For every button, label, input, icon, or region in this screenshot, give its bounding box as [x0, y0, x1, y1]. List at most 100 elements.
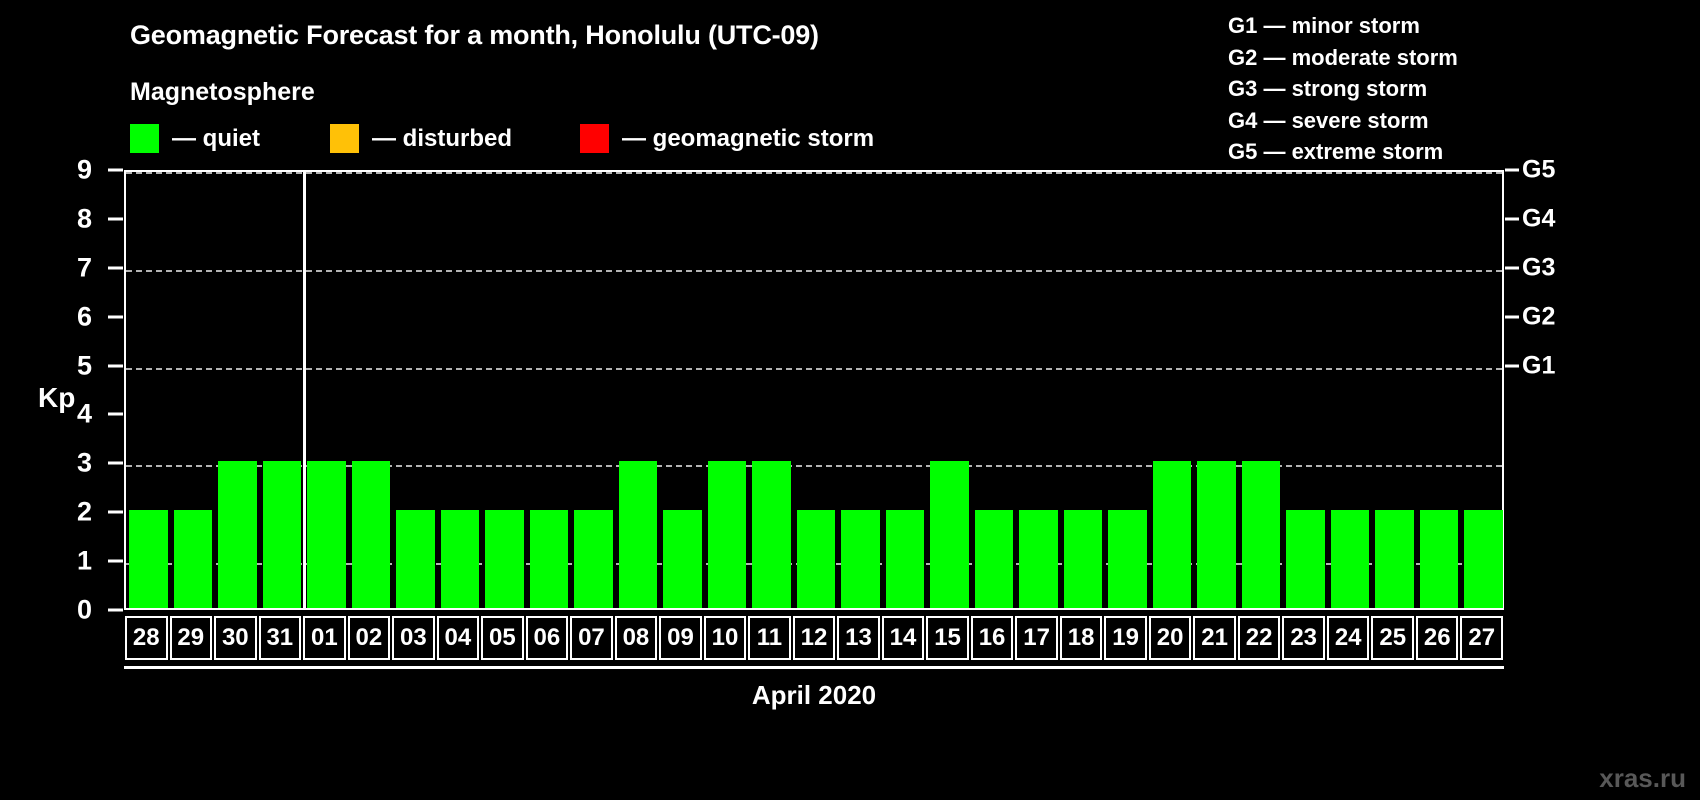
bar-26	[1419, 510, 1459, 608]
legend-item-1: — disturbed	[330, 124, 512, 153]
disturbed-swatch	[330, 124, 359, 153]
g-tick-label-g2: G2	[1522, 302, 1556, 331]
g-tick-mark-g2	[1505, 315, 1519, 319]
date-label-02: 02	[347, 616, 391, 660]
date-label-22: 22	[1237, 616, 1281, 660]
bar-28	[129, 510, 168, 608]
y-tick-label-4: 4	[76, 398, 92, 429]
storm-scale-legend: G1 — minor storm G2 — moderate storm G3 — …	[1228, 10, 1458, 168]
watermark: xras.ru	[1599, 763, 1686, 793]
gridline-kp-3	[126, 465, 1502, 468]
bar-29	[173, 510, 213, 608]
gridline-kp-5	[126, 367, 1502, 370]
bar-12	[796, 510, 836, 608]
bar-22	[1241, 461, 1281, 608]
y-tick-mark-7	[108, 266, 123, 270]
date-label-15: 15	[926, 616, 969, 660]
y-tick-mark-1	[108, 559, 123, 563]
bar-18	[1063, 510, 1103, 608]
g-tick-label-g4: G4	[1522, 204, 1556, 233]
date-label-19: 19	[1104, 616, 1147, 660]
bar-16	[974, 510, 1014, 608]
storm-scale-row-g1: G1 — minor storm	[1228, 13, 1420, 38]
bar-09	[663, 510, 702, 608]
quiet-swatch	[130, 124, 159, 153]
g-tick-mark-g5	[1505, 168, 1519, 172]
date-label-31: 31	[258, 616, 302, 660]
y-tick-label-1: 1	[76, 545, 92, 576]
date-label-12: 12	[792, 616, 836, 660]
bar-27	[1464, 510, 1503, 608]
g-tick-mark-g3	[1505, 266, 1519, 270]
y-tick-label-3: 3	[76, 447, 92, 478]
date-label-18: 18	[1059, 616, 1103, 660]
date-label-06: 06	[525, 616, 569, 660]
storm-scale-row-g2: G2 — moderate storm	[1228, 44, 1458, 70]
y-tick-label-0: 0	[76, 594, 92, 625]
y-tick-mark-3	[108, 461, 123, 465]
bar-15	[930, 461, 969, 608]
g-tick-label-g3: G3	[1522, 253, 1556, 282]
legend-item-0: — quiet	[130, 124, 260, 153]
bar-19	[1108, 510, 1147, 608]
bars-layer	[126, 172, 1503, 608]
date-label-20: 20	[1148, 616, 1192, 660]
bar-08	[618, 461, 658, 608]
date-label-16: 16	[970, 616, 1014, 660]
y-tick-mark-0	[108, 608, 123, 612]
bar-23	[1286, 510, 1325, 608]
date-label-17: 17	[1015, 616, 1058, 660]
g-tick-label-g1: G1	[1522, 351, 1556, 380]
y-tick-label-2: 2	[76, 496, 92, 527]
x-axis-title: April 2020	[751, 680, 877, 710]
y-tick-label-5: 5	[76, 350, 92, 381]
date-label-04: 04	[436, 616, 480, 660]
gridline-kp-7	[126, 269, 1502, 272]
bar-21	[1197, 461, 1236, 608]
y-tick-mark-2	[108, 510, 123, 514]
y-tick-label-7: 7	[76, 252, 92, 283]
date-label-24: 24	[1326, 616, 1370, 660]
bar-03	[396, 510, 435, 608]
page-title: Geomagnetic Forecast for a month, Honolu…	[130, 20, 819, 50]
date-label-23: 23	[1282, 616, 1325, 660]
forecast-divider-line	[302, 172, 306, 608]
plot-area	[124, 170, 1504, 610]
y-tick-label-8: 8	[76, 203, 92, 234]
date-label-03: 03	[392, 616, 435, 660]
x-axis-date-labels: 28 29 30 31 01 02 03 04 05 06 07 08 09 10 11 12 13 14 15 16…	[124, 616, 1504, 660]
date-label-28: 28	[125, 616, 168, 660]
bar-13	[841, 510, 880, 608]
bar-17	[1019, 510, 1058, 608]
y-tick-mark-6	[108, 315, 123, 319]
date-label-29: 29	[169, 616, 213, 660]
date-label-26: 26	[1415, 616, 1459, 660]
bar-04	[440, 510, 480, 608]
bar-20	[1152, 461, 1192, 608]
legend-item-2: — geomagnetic storm	[580, 124, 874, 153]
date-label-05: 05	[481, 616, 524, 660]
x-axis-rule	[124, 666, 1504, 669]
chart-subtitle: Magnetosphere	[130, 78, 315, 106]
date-label-21: 21	[1193, 616, 1236, 660]
date-label-30: 30	[214, 616, 257, 660]
date-label-14: 14	[881, 616, 925, 660]
y-axis-title: Kp	[38, 382, 76, 413]
bar-31	[262, 461, 302, 608]
bar-11	[752, 461, 791, 608]
g-tick-mark-g1	[1505, 364, 1519, 368]
date-label-13: 13	[837, 616, 880, 660]
gridline-kp-9	[126, 172, 1502, 174]
y-tick-label-9: 9	[76, 154, 92, 185]
storm-scale-row-g3: G3 — strong storm	[1228, 76, 1428, 101]
y-tick-mark-8	[108, 217, 123, 221]
y-tick-label-6: 6	[76, 301, 92, 332]
bar-25	[1375, 510, 1414, 608]
storm-scale-row-g5: G5 — extreme storm	[1228, 139, 1444, 164]
legend-item-label: — disturbed	[372, 124, 513, 152]
bar-24	[1330, 510, 1370, 608]
legend-item-label: — quiet	[172, 124, 260, 152]
g-tick-label-g5: G5	[1522, 155, 1556, 184]
legend-item-label: — geomagnetic storm	[622, 124, 875, 152]
bar-07	[574, 510, 613, 608]
